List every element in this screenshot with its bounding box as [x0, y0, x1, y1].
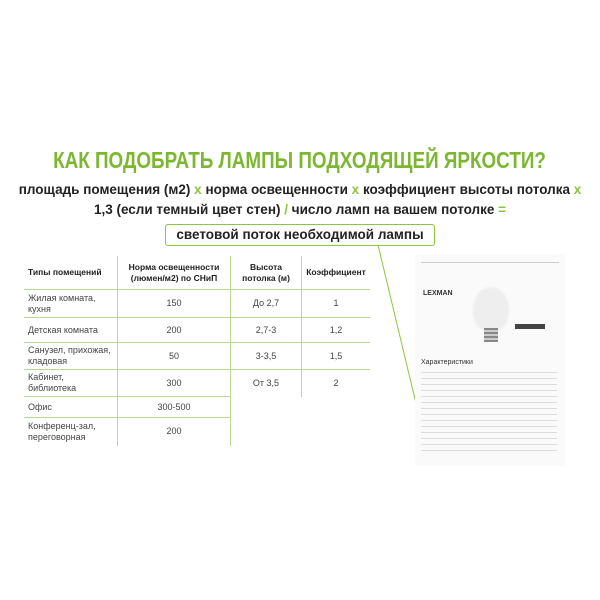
table-cell: Детская комната: [24, 317, 118, 343]
spec-row: [421, 432, 557, 433]
table-cell: 1: [333, 298, 339, 308]
table-cell: Жилая комната, кухня: [24, 289, 118, 318]
table-cell: До 2,7: [230, 289, 302, 318]
spec-row: [421, 426, 557, 427]
formula-norm: норма освещенности: [205, 182, 348, 197]
formula-line-2: 1,3 (если темный цвет стен) / число ламп…: [19, 200, 582, 220]
spec-row: [421, 390, 557, 391]
buy-button: [515, 324, 545, 329]
header: Высота потолка (м): [230, 256, 302, 290]
table-cell: 1,5: [329, 350, 343, 361]
header: Норма освещенности (люмен/м2) по СНиП: [117, 256, 231, 290]
spec-row: [421, 414, 557, 415]
spec-row: [421, 396, 557, 397]
table-cell: Санузел, прихожая, кладовая: [24, 342, 118, 370]
header: Типы помещений: [24, 256, 118, 290]
lighting-table: Типы помещений Норма освещенности (люмен…: [24, 256, 370, 446]
formula: площадь помещения (м2) x норма освещенно…: [19, 180, 582, 220]
page-title: КАК ПОДОБРАТЬ ЛАМПЫ ПОДХОДЯЩЕЙ ЯРКОСТИ?: [53, 147, 547, 173]
spec-row: [421, 420, 557, 421]
table-cell: [302, 418, 371, 446]
bulb-base: [484, 328, 498, 342]
table-cell: [231, 418, 302, 446]
table-row: Жилая комната, кухня 150 До 2,7 1: [24, 289, 370, 318]
operator: /: [284, 202, 288, 217]
table-row: Детская комната 200 2,7-3 1,2: [24, 317, 370, 343]
operator: x: [351, 182, 360, 197]
table-cell: От 3,5: [230, 369, 302, 397]
operator: =: [498, 202, 507, 217]
spec-row: [421, 372, 557, 373]
product-page-screenshot: LEXMAN Характеристики: [415, 254, 565, 466]
table-cell: 300: [117, 369, 231, 397]
spec-row: [421, 438, 557, 439]
formula-area: площадь помещения (м2): [18, 182, 191, 197]
spec-row: [421, 384, 557, 385]
table-cell: [231, 397, 302, 418]
header-block: КАК ПОДОБРАТЬ ЛАМПЫ ПОДХОДЯЩЕЙ ЯРКОСТИ? …: [0, 146, 600, 246]
table-row: Санузел, прихожая, кладовая 50 3-3,5 1,5: [24, 342, 370, 370]
table-cell: 2,7-3: [230, 317, 302, 343]
table-cell: 300-500: [117, 396, 231, 418]
formula-dark-walls: 1,3 (если темный цвет стен): [93, 202, 281, 217]
operator: x: [573, 182, 582, 197]
table-cell: 1,2: [329, 324, 343, 335]
operator: x: [194, 182, 202, 197]
spec-row: [421, 450, 557, 451]
table-cell: 3-3,5: [230, 342, 302, 370]
bulb-image: [475, 289, 507, 329]
characteristics-heading: Характеристики: [421, 359, 473, 366]
formula-line-1: площадь помещения (м2) x норма освещенно…: [19, 180, 582, 200]
table-cell: 2: [333, 377, 339, 388]
formula-lamps: число ламп на вашем потолке: [291, 202, 495, 217]
header: Коэффициент: [306, 267, 366, 277]
formula-result: световой поток необходимой лампы: [165, 224, 435, 246]
table-row: Кабинет, библиотека 300 От 3,5 2: [24, 369, 370, 397]
spec-row: [421, 378, 557, 379]
table-cell: Офис: [24, 396, 118, 418]
table-cell: 200: [117, 317, 231, 343]
spec-row: [421, 408, 557, 409]
spec-row: [421, 402, 557, 403]
table-cell: 200: [117, 417, 231, 446]
table-cell: [302, 397, 371, 418]
table-row: Офис 300-500: [24, 396, 371, 418]
table-cell: 150: [117, 289, 231, 318]
table-cell: 50: [117, 342, 231, 370]
formula-coef: коэффициент высоты потолка: [362, 182, 570, 197]
table-cell: Кабинет, библиотека: [24, 369, 118, 397]
spec-row: [421, 444, 557, 445]
brand-logo: LEXMAN: [423, 290, 453, 297]
table-row: Конференц-зал, переговорная 200: [24, 417, 371, 446]
table-cell: Конференц-зал, переговорная: [24, 417, 118, 446]
